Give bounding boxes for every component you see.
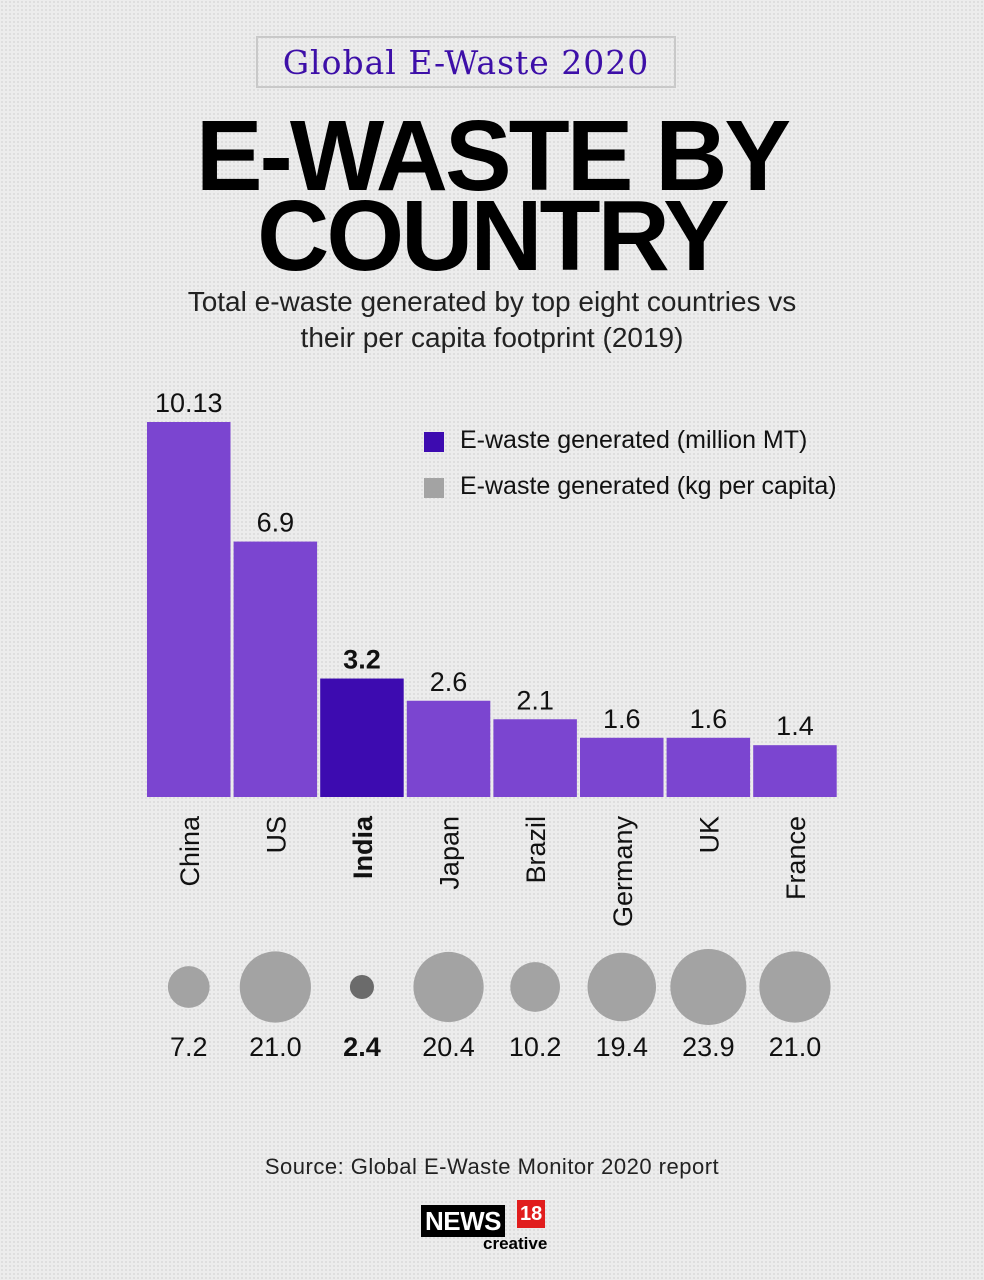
category-label-india: India xyxy=(348,815,378,879)
bubble-value-label: 21.0 xyxy=(769,1032,822,1062)
category-label-france: France xyxy=(781,816,811,900)
bubble-china xyxy=(167,966,210,1008)
bubble-value-label: 2.4 xyxy=(343,1032,381,1062)
bar-germany xyxy=(580,737,664,797)
bar-value-label: 3.2 xyxy=(343,645,381,675)
bubble-value-label: 20.4 xyxy=(422,1032,475,1062)
logo-news: NEWS xyxy=(421,1205,505,1237)
subtitle: Total e-waste generated by top eight cou… xyxy=(0,284,984,356)
bar-value-label: 10.13 xyxy=(155,388,223,418)
bar-value-label: 2.6 xyxy=(430,667,468,697)
tag-label: Global E-Waste 2020 xyxy=(282,42,650,82)
category-label-uk: UK xyxy=(694,816,724,854)
legend-label: E-waste generated (kg per capita) xyxy=(460,472,837,500)
bubble-us xyxy=(239,951,311,1023)
bubble-japan xyxy=(413,951,484,1023)
source-note: Source: Global E-Waste Monitor 2020 repo… xyxy=(264,1154,720,1179)
category-label-us: US xyxy=(261,816,291,854)
news18-logo: NEWS 18 creative xyxy=(421,1200,561,1256)
bar-india xyxy=(320,678,404,797)
subtitle-line1: Total e-waste generated by top eight cou… xyxy=(187,286,797,317)
subtitle-line2: their per capita footprint (2019) xyxy=(300,322,684,353)
bubble-india xyxy=(349,974,374,1000)
bubble-value-label: 7.2 xyxy=(170,1032,208,1062)
bar-value-label: 2.1 xyxy=(516,685,554,715)
bar-france xyxy=(753,745,837,797)
bar-uk xyxy=(666,737,751,797)
bubble-value-label: 10.2 xyxy=(509,1032,562,1062)
bar-value-label: 1.4 xyxy=(776,711,814,741)
bar-brazil xyxy=(493,719,577,797)
legend-swatch-gray xyxy=(424,478,444,498)
page-title-line2: COUNTRY xyxy=(257,180,730,292)
bar-value-label: 1.6 xyxy=(603,704,641,734)
logo-creative: creative xyxy=(483,1234,548,1253)
bubble-germany xyxy=(587,952,656,1022)
bar-china xyxy=(147,422,231,797)
category-label-china: China xyxy=(175,815,205,887)
tag-box: Global E-Waste 2020 xyxy=(256,36,676,88)
bar-value-label: 6.9 xyxy=(257,508,295,538)
category-label-japan: Japan xyxy=(435,816,465,890)
bubble-value-label: 19.4 xyxy=(595,1032,648,1062)
bubble-value-label: 21.0 xyxy=(249,1032,302,1062)
bar-us xyxy=(233,541,318,797)
bubble-value-label: 23.9 xyxy=(682,1032,735,1062)
bubble-uk xyxy=(670,949,747,1025)
bubble-brazil xyxy=(510,962,560,1012)
category-label-germany: Germany xyxy=(608,816,638,928)
legend-swatch-purple xyxy=(424,432,444,452)
bar-japan xyxy=(406,700,491,797)
category-label-brazil: Brazil xyxy=(521,816,551,884)
bar-value-label: 1.6 xyxy=(690,704,728,734)
logo-number: 18 xyxy=(517,1200,546,1228)
bubble-france xyxy=(759,951,831,1023)
legend-label: E-waste generated (million MT) xyxy=(460,426,808,454)
page-title-line1: E-WASTE BY xyxy=(195,100,791,212)
